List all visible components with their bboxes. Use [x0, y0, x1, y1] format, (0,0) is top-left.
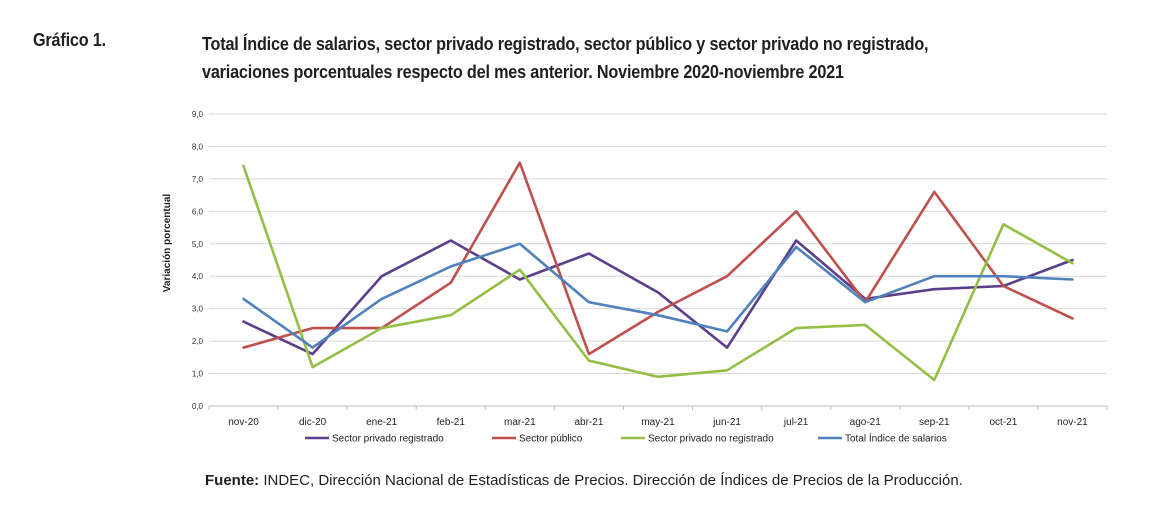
- x-tick-label: mar-21: [504, 417, 536, 428]
- gridlines: [209, 113, 1107, 375]
- y-tick-label: 4,0: [192, 272, 204, 281]
- legend-label: Total Índice de salarios: [845, 432, 947, 445]
- series-line-sector-privado-no-registrado: [242, 164, 1074, 382]
- y-tick-label: 8,0: [192, 142, 204, 151]
- source-label: Fuente:: [205, 472, 260, 489]
- legend-label: Sector privado registrado: [332, 434, 444, 445]
- x-axis: [208, 405, 1108, 410]
- x-tick-label: feb-21: [437, 417, 466, 428]
- y-tick-label: 7,0: [192, 175, 204, 184]
- y-tick-label: 0,0: [192, 402, 204, 411]
- x-tick-label: jul-21: [783, 417, 809, 428]
- series-line-total-indice-de-salarios: [242, 242, 1074, 349]
- source-note: Fuente: INDEC, Dirección Nacional de Est…: [205, 472, 963, 489]
- x-tick-label: nov-20: [228, 417, 259, 428]
- x-tick-label: ene-21: [366, 417, 398, 428]
- line-chart: 0,0 1,0 2,0 3,0 4,0 5,0 6,0 7,0 8,0 9,0 nov-20 dic…: [162, 110, 1108, 445]
- y-axis-label: Variación porcentual: [162, 194, 173, 293]
- y-tick-label: 3,0: [192, 305, 204, 314]
- x-axis-tick-labels: nov-20 dic-20 ene-21 feb-21 mar-21 abr-21 may-…: [228, 417, 1088, 428]
- y-tick-label: 9,0: [192, 110, 204, 119]
- y-tick-label: 5,0: [192, 240, 204, 249]
- x-tick-label: ago-21: [850, 417, 882, 428]
- y-axis-tick-labels: 0,0 1,0 2,0 3,0 4,0 5,0 6,0 7,0 8,0 9,0: [192, 110, 204, 411]
- legend: Sector privado registrado Sector público S…: [305, 432, 947, 445]
- legend-label: Sector público: [519, 434, 583, 445]
- series-line-sector-privado-registrado: [242, 239, 1074, 356]
- series-line-sector-publico: [242, 161, 1074, 356]
- x-tick-label: dic-20: [299, 417, 327, 428]
- y-tick-label: 1,0: [192, 370, 204, 379]
- figure-label: Gráfico 1.: [33, 30, 106, 50]
- source-text: INDEC, Dirección Nacional de Estadística…: [259, 472, 963, 489]
- x-tick-label: oct-21: [989, 417, 1017, 428]
- x-tick-label: nov-21: [1057, 417, 1088, 428]
- x-tick-label: may-21: [641, 417, 675, 428]
- y-tick-label: 2,0: [192, 337, 204, 346]
- x-tick-label: sep-21: [919, 417, 950, 428]
- series-lines: [242, 161, 1074, 382]
- chart-title: Total Índice de salarios, sector privado…: [202, 30, 1048, 86]
- x-tick-label: jun-21: [712, 417, 741, 428]
- legend-label: Sector privado no registrado: [648, 434, 774, 445]
- chart-title-line-1: Total Índice de salarios, sector privado…: [202, 34, 929, 54]
- chart-title-line-2: variaciones porcentuales respecto del me…: [202, 62, 844, 82]
- y-tick-label: 6,0: [192, 207, 204, 216]
- x-tick-label: abr-21: [574, 417, 603, 428]
